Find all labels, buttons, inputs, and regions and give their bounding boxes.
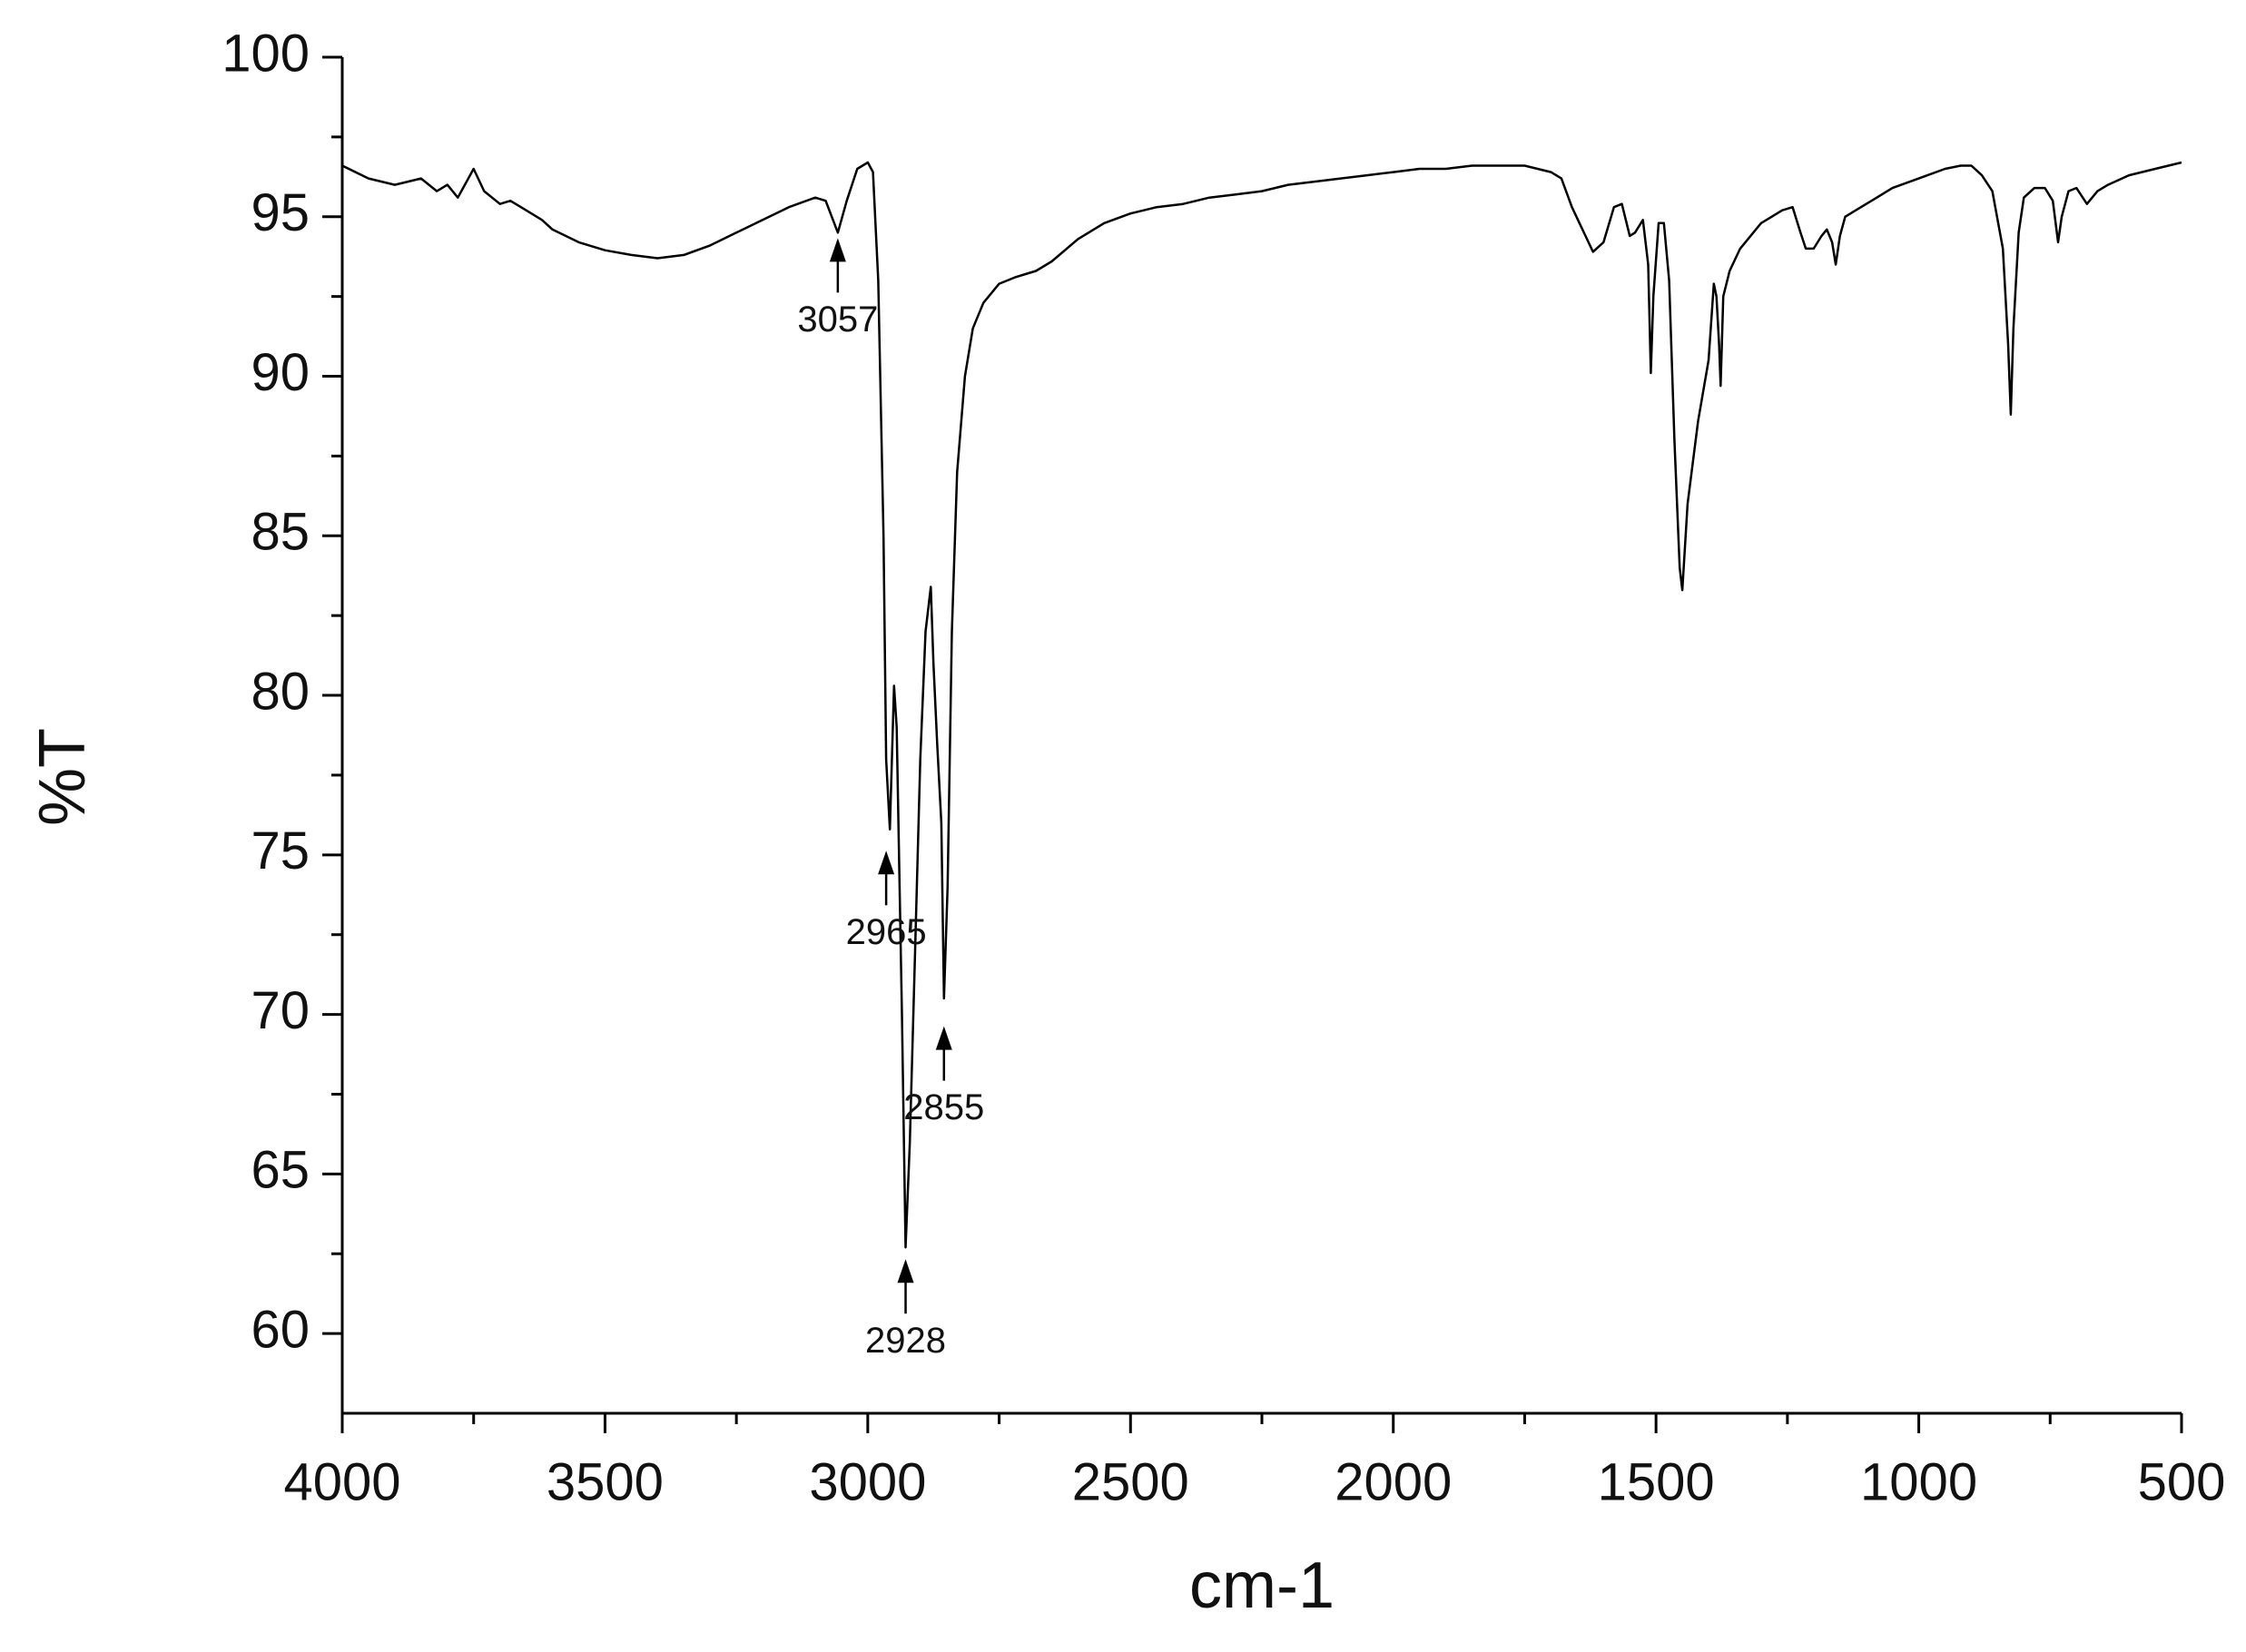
spectrum-line: [341, 161, 2182, 1249]
x-axis-title: cm-1: [1189, 1549, 1335, 1622]
annotation-label: 3057: [797, 300, 878, 339]
x-tick-label: 1000: [1860, 1452, 1977, 1511]
x-tick-label: 3000: [809, 1452, 926, 1511]
x-tick-label: 500: [2138, 1452, 2226, 1511]
x-tick-label: 2000: [1335, 1452, 1452, 1511]
y-tick-label: 75: [251, 821, 310, 880]
y-tick-label: 80: [251, 662, 310, 721]
y-tick-label: 95: [251, 183, 310, 242]
y-tick-label: 90: [251, 343, 310, 402]
y-tick-label: 65: [251, 1141, 310, 1200]
y-tick-label: 70: [251, 981, 310, 1040]
x-tick-label: 2500: [1072, 1452, 1189, 1511]
annotation-arrow-head: [897, 1259, 914, 1283]
y-tick-label: 85: [251, 503, 310, 562]
annotation-arrow-head: [878, 851, 895, 875]
annotation-label: 2928: [865, 1321, 946, 1361]
annotation-arrow-head: [935, 1026, 952, 1050]
y-tick-label: 60: [251, 1300, 310, 1359]
y-axis-title: %T: [26, 728, 99, 826]
x-tick-label: 4000: [283, 1452, 400, 1511]
annotation-arrow-head: [829, 238, 846, 262]
annotation-label: 2855: [903, 1087, 984, 1127]
y-tick-label: 100: [222, 24, 310, 83]
x-tick-label: 1500: [1598, 1452, 1715, 1511]
x-tick-label: 3500: [547, 1452, 664, 1511]
annotation-label: 2965: [846, 912, 927, 952]
